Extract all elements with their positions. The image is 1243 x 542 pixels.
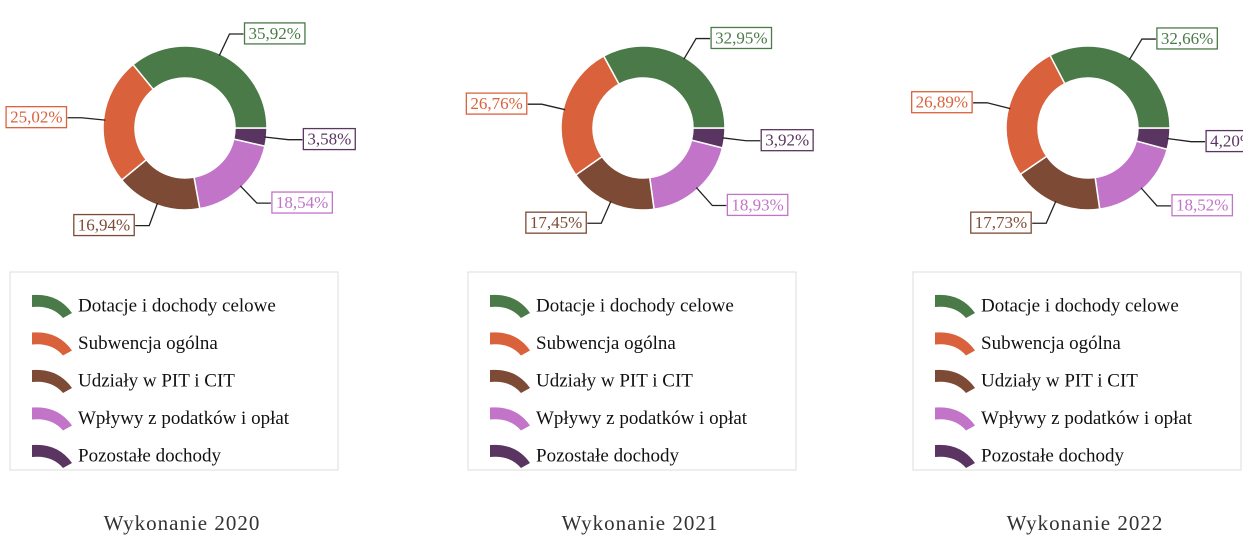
data-label: 18,52% bbox=[1176, 196, 1228, 215]
legend-label: Wpływy z podatków i opłat bbox=[78, 408, 290, 429]
data-label: 25,02% bbox=[10, 108, 62, 127]
legend-label: Dotacje i dochody celowe bbox=[536, 295, 734, 316]
legend-swatch bbox=[490, 444, 530, 468]
legend-swatch bbox=[32, 407, 72, 431]
donut-segment bbox=[602, 45, 726, 129]
data-label: 32,66% bbox=[1161, 29, 1213, 48]
legend-label: Udziały w PIT i CIT bbox=[536, 370, 693, 391]
leader-line bbox=[527, 103, 566, 111]
leader-line bbox=[239, 185, 271, 204]
data-label: 17,73% bbox=[975, 213, 1027, 232]
legend-swatch bbox=[935, 407, 975, 431]
data-label-box bbox=[5, 106, 68, 129]
legend-label: Subwencja ogólna bbox=[536, 333, 676, 354]
legend-swatch bbox=[490, 407, 530, 431]
legend-swatch bbox=[490, 332, 530, 356]
legend-swatch bbox=[490, 369, 530, 393]
donut-segment bbox=[560, 54, 621, 177]
legend-label: Udziały w PIT i CIT bbox=[78, 370, 235, 391]
data-label: 17,45% bbox=[530, 213, 582, 232]
leader-line bbox=[695, 187, 727, 207]
leader-line bbox=[973, 102, 1011, 110]
leader-line bbox=[1128, 38, 1156, 60]
legend-label: Subwencja ogólna bbox=[78, 333, 218, 354]
legend-swatch bbox=[935, 294, 975, 318]
data-label-box bbox=[726, 193, 789, 217]
data-label-box bbox=[911, 91, 973, 114]
data-label-box bbox=[1156, 27, 1218, 50]
legend-label: Wpływy z podatków i opłat bbox=[536, 408, 748, 429]
legend-swatch bbox=[32, 369, 72, 393]
data-label-box bbox=[1205, 129, 1243, 153]
donut-segment bbox=[1005, 54, 1066, 176]
data-label-box bbox=[970, 211, 1032, 234]
leader-line bbox=[683, 37, 711, 60]
chart-title: Wykonanie 2020 bbox=[104, 511, 261, 535]
legend-swatch bbox=[935, 369, 975, 393]
leader-line bbox=[1140, 187, 1171, 207]
leader-line bbox=[135, 202, 159, 227]
data-label-box bbox=[710, 26, 773, 50]
data-label: 35,92% bbox=[249, 24, 301, 43]
legend-label: Subwencja ogólna bbox=[981, 333, 1121, 354]
legend-label: Udziały w PIT i CIT bbox=[981, 370, 1138, 391]
data-label-box bbox=[243, 22, 306, 45]
legend-swatch bbox=[490, 294, 530, 318]
data-label-box bbox=[271, 191, 333, 214]
data-label: 4,20% bbox=[1210, 132, 1243, 151]
donut-segment bbox=[131, 45, 268, 129]
data-label-box bbox=[73, 213, 135, 237]
legend-swatch bbox=[32, 332, 72, 356]
leader-line bbox=[722, 137, 761, 142]
donut-segment bbox=[648, 139, 724, 211]
data-label: 16,94% bbox=[78, 216, 130, 235]
legend-swatch bbox=[32, 294, 72, 318]
chart-title: Wykonanie 2022 bbox=[1007, 511, 1164, 535]
data-label: 3,58% bbox=[307, 130, 351, 149]
legend-label: Dotacje i dochody celowe bbox=[981, 295, 1179, 316]
data-label-box bbox=[760, 129, 814, 152]
data-label: 3,92% bbox=[765, 131, 809, 150]
data-label: 26,76% bbox=[470, 94, 522, 113]
leader-line bbox=[1032, 200, 1057, 224]
data-label: 26,89% bbox=[916, 93, 968, 112]
legend-swatch bbox=[32, 444, 72, 468]
legend-label: Pozostałe dochody bbox=[981, 445, 1125, 466]
chart-title: Wykonanie 2021 bbox=[562, 511, 719, 535]
legend-label: Dotacje i dochody celowe bbox=[78, 295, 276, 316]
legend-swatch bbox=[935, 444, 975, 468]
data-label-box bbox=[525, 211, 587, 234]
legend-label: Pozostałe dochody bbox=[536, 445, 680, 466]
legend-label: Pozostałe dochody bbox=[78, 445, 222, 466]
data-label-box bbox=[1171, 194, 1234, 217]
leader-line bbox=[67, 117, 106, 121]
donut-segment bbox=[193, 138, 266, 210]
leader-line bbox=[218, 33, 244, 56]
leader-line bbox=[264, 136, 303, 141]
data-label: 32,95% bbox=[715, 28, 767, 47]
data-label-box bbox=[302, 127, 356, 151]
leader-line bbox=[1167, 137, 1206, 143]
data-label-box bbox=[465, 92, 528, 115]
data-label: 18,93% bbox=[731, 195, 783, 214]
leader-line bbox=[587, 201, 612, 224]
donut-segment bbox=[1049, 45, 1171, 129]
legend-label: Wpływy z podatków i opłat bbox=[981, 408, 1193, 429]
legend-swatch bbox=[935, 332, 975, 356]
donut-segment bbox=[1094, 140, 1169, 211]
data-label: 18,54% bbox=[276, 193, 328, 212]
